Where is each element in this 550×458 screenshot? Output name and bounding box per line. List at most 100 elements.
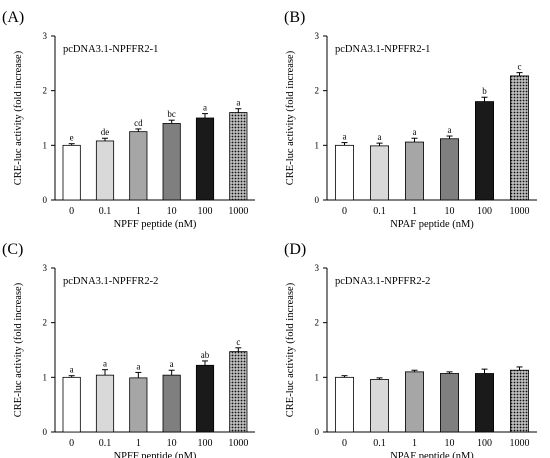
bar-a-5 [229, 112, 248, 201]
bar-d-1 [369, 379, 389, 433]
bar-b-5 [509, 75, 529, 201]
x-tick-label: 1 [412, 438, 417, 449]
bar-d-5 [509, 369, 529, 433]
x-tick-label: 1000 [228, 438, 248, 449]
y-tick-label: 2 [315, 318, 320, 328]
bar-d-4 [474, 373, 494, 433]
y-tick-label: 3 [315, 263, 320, 273]
significance-label: a [448, 125, 452, 135]
bar-b-2 [404, 141, 424, 201]
x-tick-label: 1000 [510, 438, 530, 449]
construct-annotation: pcDNA3.1-NPFFR2-2 [63, 276, 158, 287]
bar-a-2 [129, 131, 148, 201]
significance-label: e [70, 133, 74, 143]
y-tick-label: 3 [315, 31, 320, 41]
x-tick-label: 0 [69, 206, 74, 217]
bar-c-2 [129, 377, 148, 433]
construct-annotation: pcDNA3.1-NPFFR2-1 [63, 44, 158, 55]
bar-a-1 [95, 140, 115, 201]
x-axis-label: NPAF peptide (nM) [390, 219, 474, 230]
chart-panel-d: (D) pcDNA3.1-NPFFR2-2 0 1 2 3 CRE-luc activity… [284, 241, 537, 458]
significance-label: bc [167, 109, 176, 119]
y-tick-label: 0 [43, 427, 48, 437]
y-tick-label: 2 [43, 86, 48, 96]
x-tick-label: 1000 [510, 206, 530, 217]
bar-b-1 [369, 145, 389, 201]
panel-label: (A) [2, 9, 24, 26]
significance-label: a [236, 98, 240, 108]
x-axis-label: NPAF peptide (nM) [390, 451, 474, 458]
y-tick-label: 3 [43, 31, 48, 41]
significance-label: c [518, 62, 522, 72]
bar-d-0 [334, 376, 354, 433]
significance-label: a [70, 365, 74, 375]
bar-c-5 [229, 351, 248, 433]
bar-c-4 [195, 364, 215, 433]
bar-b-0 [334, 144, 354, 201]
x-tick-label: 10 [167, 438, 177, 449]
significance-label: b [482, 86, 487, 96]
y-tick-label: 1 [315, 140, 320, 150]
chart-panel-b: (B) pcDNA3.1-NPFFR2-1 0 1 2 3 CRE-luc activity… [284, 9, 537, 230]
panel-label: (C) [2, 241, 23, 258]
bar-c-0 [62, 376, 81, 433]
significance-label: cd [134, 118, 143, 128]
x-tick-label: 0.1 [99, 206, 112, 217]
y-tick-label: 1 [43, 372, 48, 382]
x-tick-label: 10 [167, 206, 177, 217]
x-tick-label: 1 [136, 206, 141, 217]
chart-panel-a: (A) pcDNA3.1-NPFFR2-1 0 1 2 3 CRE-luc activity… [2, 9, 255, 230]
bar-b-3 [439, 138, 459, 201]
bar-b-4 [474, 101, 494, 201]
y-tick-label: 0 [315, 195, 320, 205]
y-tick-label: 1 [43, 140, 48, 150]
bar-d-2 [404, 371, 424, 433]
y-tick-label: 2 [43, 318, 48, 328]
x-tick-label: 1 [412, 206, 417, 217]
x-tick-label: 1000 [228, 206, 248, 217]
x-tick-label: 0 [69, 438, 74, 449]
x-tick-label: 0 [342, 438, 347, 449]
significance-label: c [236, 337, 240, 347]
x-tick-label: 10 [445, 206, 455, 217]
construct-annotation: pcDNA3.1-NPFFR2-2 [335, 276, 430, 287]
construct-annotation: pcDNA3.1-NPFFR2-1 [335, 44, 430, 55]
panel-label: (B) [284, 9, 305, 26]
bar-a-3 [162, 123, 181, 201]
chart-panel-c: (C) pcDNA3.1-NPFFR2-2 0 1 2 3 CRE-luc activity… [2, 241, 255, 458]
significance-label: ab [201, 350, 210, 360]
y-axis-label: CRE-luc activity (fold increase) [13, 282, 24, 417]
significance-label: a [413, 127, 417, 137]
x-tick-label: 0 [342, 206, 347, 217]
significance-label: a [136, 361, 140, 371]
x-tick-label: 1 [136, 438, 141, 449]
y-axis-label: CRE-luc activity (fold increase) [285, 50, 296, 185]
significance-label: a [343, 132, 347, 142]
x-tick-label: 100 [198, 438, 213, 449]
x-tick-label: 100 [477, 206, 492, 217]
bar-a-4 [195, 117, 215, 201]
x-tick-label: 0.1 [373, 438, 386, 449]
significance-label: a [170, 359, 174, 369]
bar-c-1 [95, 374, 115, 433]
significance-label: a [103, 359, 107, 369]
x-tick-label: 0.1 [99, 438, 112, 449]
y-tick-label: 0 [43, 195, 48, 205]
x-axis-label: NPFF peptide (nM) [114, 219, 197, 230]
x-tick-label: 100 [198, 206, 213, 217]
x-tick-label: 100 [477, 438, 492, 449]
panel-label: (D) [284, 241, 306, 258]
y-tick-label: 2 [315, 86, 320, 96]
bar-c-3 [162, 374, 181, 433]
bar-a-0 [62, 144, 81, 201]
y-tick-label: 3 [43, 263, 48, 273]
bar-d-3 [439, 373, 459, 433]
y-axis-label: CRE-luc activity (fold increase) [13, 50, 24, 185]
x-tick-label: 0.1 [373, 206, 386, 217]
x-tick-label: 10 [445, 438, 455, 449]
y-tick-label: 0 [315, 427, 320, 437]
significance-label: a [203, 103, 207, 113]
significance-label: a [378, 132, 382, 142]
x-axis-label: NPFF peptide (nM) [114, 451, 197, 458]
